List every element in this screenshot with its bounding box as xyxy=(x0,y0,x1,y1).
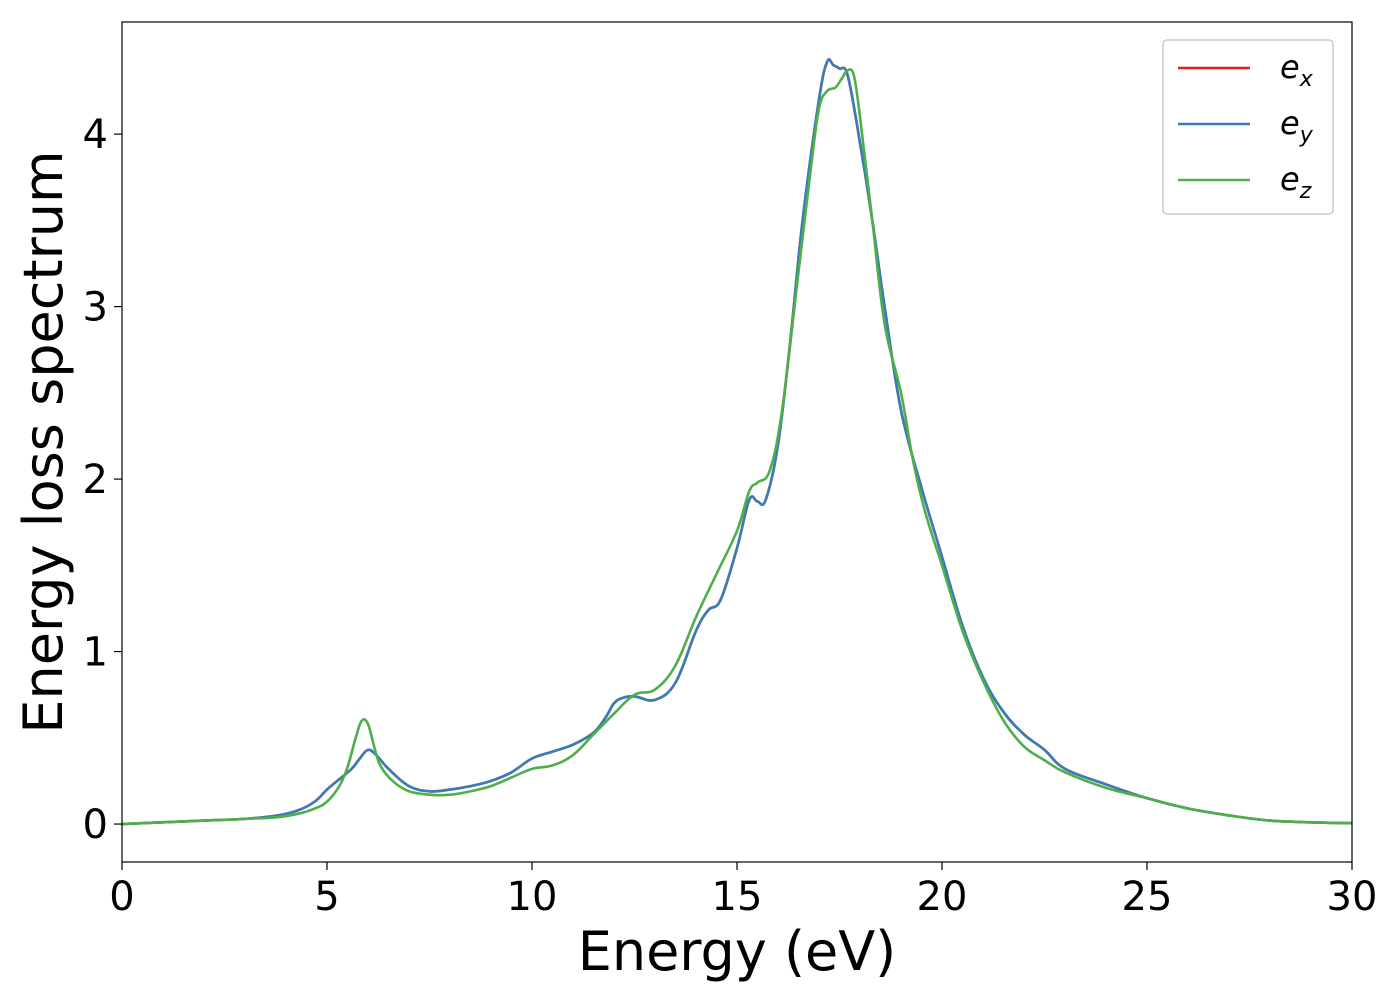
series-layer xyxy=(122,58,1352,826)
y-tick-label: 3 xyxy=(83,285,108,331)
y-tick-label: 1 xyxy=(83,630,108,676)
y-tick-label: 4 xyxy=(83,112,108,158)
legend: ex ey ez xyxy=(1162,39,1334,215)
legend-label-x: ex xyxy=(1280,48,1314,92)
x-axis-title: Energy (eV) xyxy=(578,920,897,983)
x-tick-label: 0 xyxy=(109,874,134,920)
x-tick-label: 5 xyxy=(314,874,339,920)
x-tick-label: 15 xyxy=(712,874,763,920)
series-line-e-y xyxy=(122,58,1352,826)
y-tick-label: 0 xyxy=(83,802,108,848)
legend-label-y: ey xyxy=(1280,104,1314,148)
x-tick-label: 30 xyxy=(1327,874,1378,920)
plot-area xyxy=(122,22,1352,862)
x-tick-label: 10 xyxy=(507,874,558,920)
series-line-e-z xyxy=(122,68,1352,826)
legend-box xyxy=(1162,39,1334,215)
y-axis-title: Energy loss spectrum xyxy=(12,150,75,733)
y-tick-label: 2 xyxy=(83,457,108,503)
x-tick-label: 25 xyxy=(1122,874,1173,920)
y-axis-ticks: 0 1 2 3 4 xyxy=(83,112,122,848)
x-axis-ticks: 0 5 10 15 20 25 30 xyxy=(109,862,1377,920)
x-tick-label: 20 xyxy=(917,874,968,920)
legend-label-z: ez xyxy=(1280,160,1312,204)
